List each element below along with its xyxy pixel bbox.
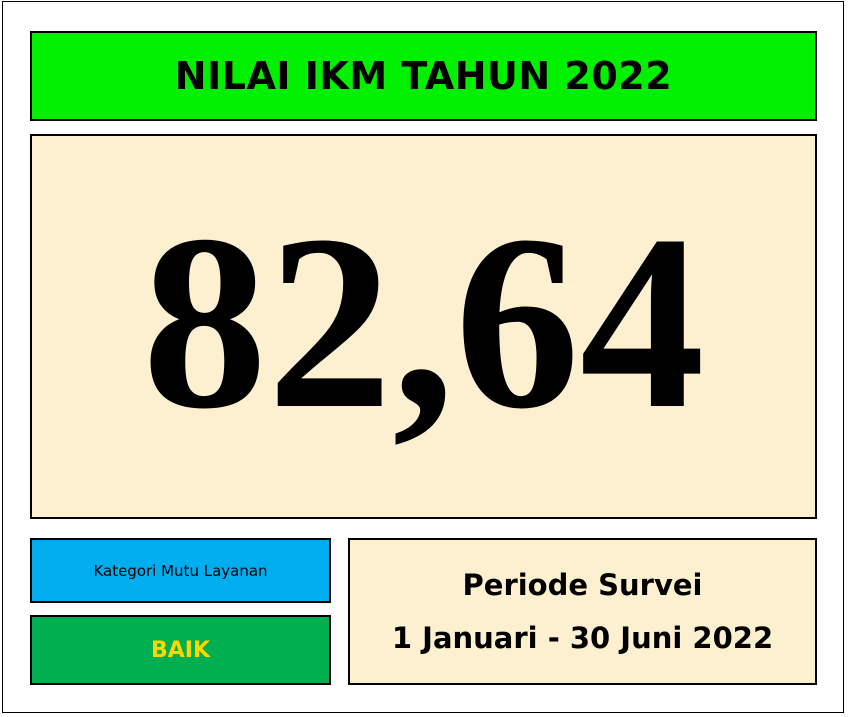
survey-period-panel: Periode Survei 1 Januari - 30 Juni 2022 bbox=[348, 538, 817, 685]
page-title: NILAI IKM TAHUN 2022 bbox=[174, 54, 673, 98]
category-label: Kategori Mutu Layanan bbox=[93, 561, 268, 580]
ikm-score: 82,64 bbox=[142, 183, 705, 461]
score-panel: 82,64 bbox=[30, 134, 817, 519]
category-value-box: BAIK bbox=[30, 615, 331, 685]
period-range: 1 Januari - 30 Juni 2022 bbox=[391, 620, 774, 655]
period-label: Periode Survei bbox=[462, 568, 703, 603]
category-value: BAIK bbox=[150, 637, 211, 663]
category-label-box: Kategori Mutu Layanan bbox=[30, 538, 331, 603]
title-banner: NILAI IKM TAHUN 2022 bbox=[30, 31, 817, 121]
